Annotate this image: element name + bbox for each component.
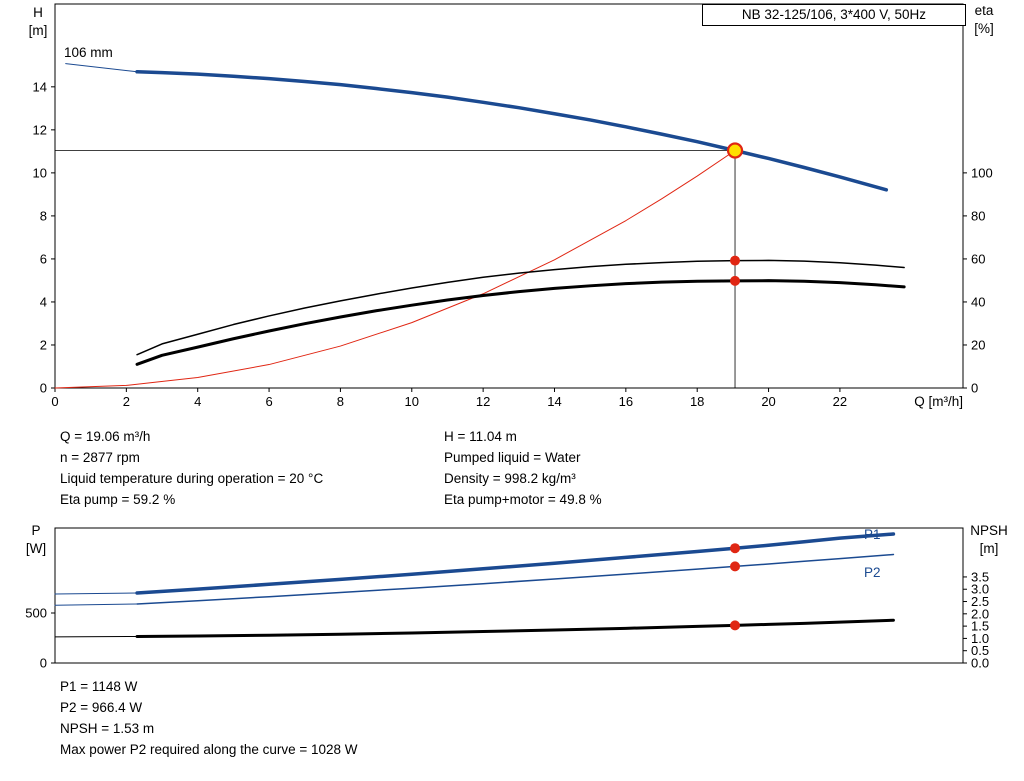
eta-pump-curve [136, 259, 905, 356]
qh-chart-x-tick-label: 22 [833, 394, 847, 409]
q-axis-title: Q [m³/h] [914, 394, 963, 409]
h-axis-title: H [m] [20, 4, 56, 40]
P-axis-tick-label: 500 [25, 606, 47, 621]
qh-chart-x-tick-label: 8 [337, 394, 344, 409]
info-density: Density = 998.2 kg/m³ [444, 471, 576, 486]
NPSH-axis-tick-label: 0.0 [971, 656, 989, 671]
qh-chart-x-tick-label: 10 [405, 394, 419, 409]
eta-pump-motor-duty-dot [730, 275, 741, 286]
eta-axis-tick-label: 60 [971, 251, 985, 266]
H-axis-tick-label: 12 [33, 122, 47, 137]
info-speed: n = 2877 rpm [60, 450, 140, 465]
power-info-block: P1 = 1148 W P2 = 966.4 W NPSH = 1.53 m M… [60, 676, 358, 760]
H-axis-tick-label: 14 [33, 79, 47, 94]
info-p1: P1 = 1148 W [60, 679, 138, 694]
npsh-curve [135, 618, 895, 638]
duty-info-right-column: H = 11.04 m Pumped liquid = Water Densit… [444, 426, 602, 510]
H-axis-tick-label: 0 [40, 381, 47, 396]
npsh-duty-dot [730, 620, 741, 631]
qh-chart-x-tick-label: 16 [619, 394, 633, 409]
info-max-p2: Max power P2 required along the curve = … [60, 742, 358, 757]
qh-chart-x-tick-label: 20 [761, 394, 775, 409]
NPSH-axis-tick-label: 3.5 [971, 569, 989, 584]
NPSH-axis-tick-label: 0.5 [971, 643, 989, 658]
info-npsh: NPSH = 1.53 m [60, 721, 155, 736]
h-axis-unit: [m] [28, 23, 48, 38]
impeller-diameter-label: 106 mm [64, 45, 113, 60]
info-liquid-temperature: Liquid temperature during operation = 20… [60, 471, 324, 486]
p2-duty-dot [730, 561, 741, 572]
duty-info-left-column: Q = 19.06 m³/h n = 2877 rpm Liquid tempe… [60, 426, 323, 510]
H-axis-tick-label: 4 [40, 294, 47, 309]
p2-curve [136, 553, 895, 605]
NPSH-axis-tick-label: 2.0 [971, 606, 989, 621]
NPSH-axis-tick-label: 1.0 [971, 631, 989, 646]
p1-duty-dot [730, 543, 741, 554]
NPSH-axis-tick-label: 3.0 [971, 582, 989, 597]
info-eta-pump: Eta pump = 59.2 % [60, 492, 176, 507]
qh-chart-x-tick-label: 4 [194, 394, 201, 409]
info-flow: Q = 19.06 m³/h [60, 429, 151, 444]
h-axis-symbol: H [33, 5, 43, 20]
H-axis-tick-label: 6 [40, 251, 47, 266]
eta-axis-unit: [%] [974, 21, 994, 36]
impeller-leader-line [65, 63, 138, 73]
NPSH-axis-tick-label: 1.5 [971, 619, 989, 634]
P-axis-tick-label: 0 [40, 656, 47, 671]
eta-axis-tick-label: 100 [971, 165, 993, 180]
H-axis-tick-label: 2 [40, 337, 47, 352]
p-axis-title: P [W] [18, 522, 54, 558]
eta-axis-symbol: eta [974, 3, 994, 18]
qh-chart-x-tick-label: 14 [547, 394, 561, 409]
NPSH-axis-tick-label: 2.5 [971, 594, 989, 609]
eta-pump-motor-curve [135, 279, 906, 366]
qh-chart-x-tick-label: 12 [476, 394, 490, 409]
eta-axis-tick-label: 20 [971, 337, 985, 352]
p1-curve [135, 532, 896, 595]
eta-axis-title: eta [%] [962, 2, 1006, 38]
info-pumped-liquid: Pumped liquid = Water [444, 450, 581, 465]
npsh-axis-symbol: NPSH [970, 523, 1008, 538]
p-axis-symbol: P [31, 523, 41, 538]
info-head: H = 11.04 m [444, 429, 517, 444]
p1-curve-label: P1 [864, 527, 881, 542]
eta-axis-tick-label: 80 [971, 208, 985, 223]
p-axis-unit: [W] [25, 541, 47, 556]
eta-pump-duty-dot [730, 255, 741, 266]
system-curve [54, 150, 736, 389]
H-axis-tick-label: 10 [33, 165, 47, 180]
info-p2: P2 = 966.4 W [60, 700, 143, 715]
eta-axis-tick-label: 40 [971, 294, 985, 309]
qh-chart-x-tick-label: 2 [123, 394, 130, 409]
duty-point-marker [726, 142, 744, 159]
npsh-axis-unit: [m] [979, 541, 999, 556]
p2-curve-label: P2 [864, 565, 881, 580]
info-eta-pump-motor: Eta pump+motor = 49.8 % [444, 492, 602, 507]
qh-chart-frame [54, 3, 964, 389]
qh-chart-x-tick-label: 18 [690, 394, 704, 409]
pump-title-box: NB 32-125/106, 3*400 V, 50Hz [702, 4, 966, 26]
qh-curve [135, 70, 889, 192]
p1-leader-line [54, 592, 138, 595]
p2-leader-line [54, 603, 138, 606]
eta-axis-tick-label: 0 [971, 381, 978, 396]
H-axis-tick-label: 8 [40, 208, 47, 223]
power-npsh-chart-frame [54, 527, 964, 664]
npsh-axis-title: NPSH [m] [960, 522, 1018, 558]
qh-chart-x-tick-label: 6 [265, 394, 272, 409]
qh-chart-x-tick-label: 0 [51, 394, 58, 409]
